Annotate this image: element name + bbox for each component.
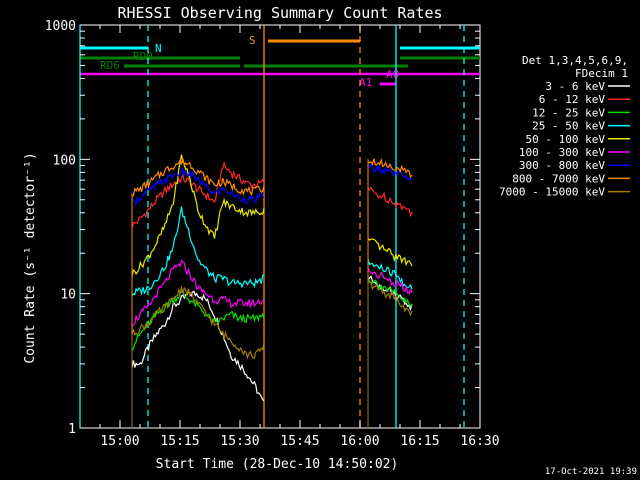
- series-line-8: [131, 158, 265, 197]
- series-line-1: [131, 289, 265, 402]
- y-tick-label: 10: [60, 288, 76, 303]
- chart-title: RHESSI Observing Summary Count Rates: [117, 4, 442, 22]
- series-line-5: [367, 238, 413, 267]
- y-axis-label: Count Rate (s⁻¹ detector⁻¹): [23, 152, 38, 363]
- legend-title-line: FDecim 1: [575, 67, 628, 80]
- series-line-3: [131, 291, 265, 352]
- series-line-4: [367, 258, 413, 290]
- series-line-8: [367, 157, 413, 179]
- state-label-rd0: RD0: [133, 50, 153, 63]
- series-line-9: [131, 285, 265, 360]
- series-line-4: [131, 206, 265, 296]
- legend-entry-label: 50 - 100 keV: [526, 133, 606, 146]
- legend-entry-label: 6 - 12 keV: [539, 93, 606, 106]
- timestamp: 17-Oct-2021 19:39: [545, 467, 637, 477]
- state-label-n: N: [155, 42, 162, 55]
- series-line-2: [131, 162, 265, 229]
- x-tick-label: 16:30: [460, 434, 499, 449]
- legend-entry-label: 300 - 800 keV: [519, 159, 605, 172]
- series-line-2: [367, 186, 413, 218]
- series-line-6: [367, 267, 413, 295]
- series-line-6: [131, 259, 265, 328]
- series-line-9: [367, 280, 413, 317]
- x-tick-label: 15:45: [280, 434, 319, 449]
- x-tick-label: 16:00: [340, 434, 379, 449]
- y-tick-label: 1: [68, 422, 76, 437]
- series-line-7: [131, 167, 265, 206]
- state-label-a1: A1: [359, 76, 372, 89]
- x-tick-label: 15:00: [100, 434, 139, 449]
- legend-entry-label: 800 - 7000 keV: [512, 172, 605, 185]
- x-tick-label: 15:15: [160, 434, 199, 449]
- series-line-7: [367, 163, 413, 181]
- state-label-a0: A0: [386, 68, 399, 81]
- legend-title-line: Det 1,3,4,5,6,9,: [522, 54, 628, 67]
- x-axis-label: Start Time (28-Dec-10 14:50:02): [156, 457, 399, 472]
- series-line-3: [367, 277, 413, 308]
- legend-entry-label: 3 - 6 keV: [545, 80, 605, 93]
- x-tick-label: 15:30: [220, 434, 259, 449]
- legend-entry-label: 100 - 300 keV: [519, 146, 605, 159]
- legend-entry-label: 7000 - 15000 keV: [499, 186, 605, 199]
- legend-entry-label: 25 - 50 keV: [532, 120, 605, 133]
- legend-entry-label: 12 - 25 keV: [532, 106, 605, 119]
- series-line-5: [131, 154, 265, 277]
- state-label-rd6: RD6: [100, 59, 120, 72]
- y-tick-label: 100: [53, 153, 76, 168]
- x-tick-label: 16:15: [400, 434, 439, 449]
- state-label-s: S: [249, 34, 256, 47]
- y-tick-label: 1000: [45, 19, 76, 34]
